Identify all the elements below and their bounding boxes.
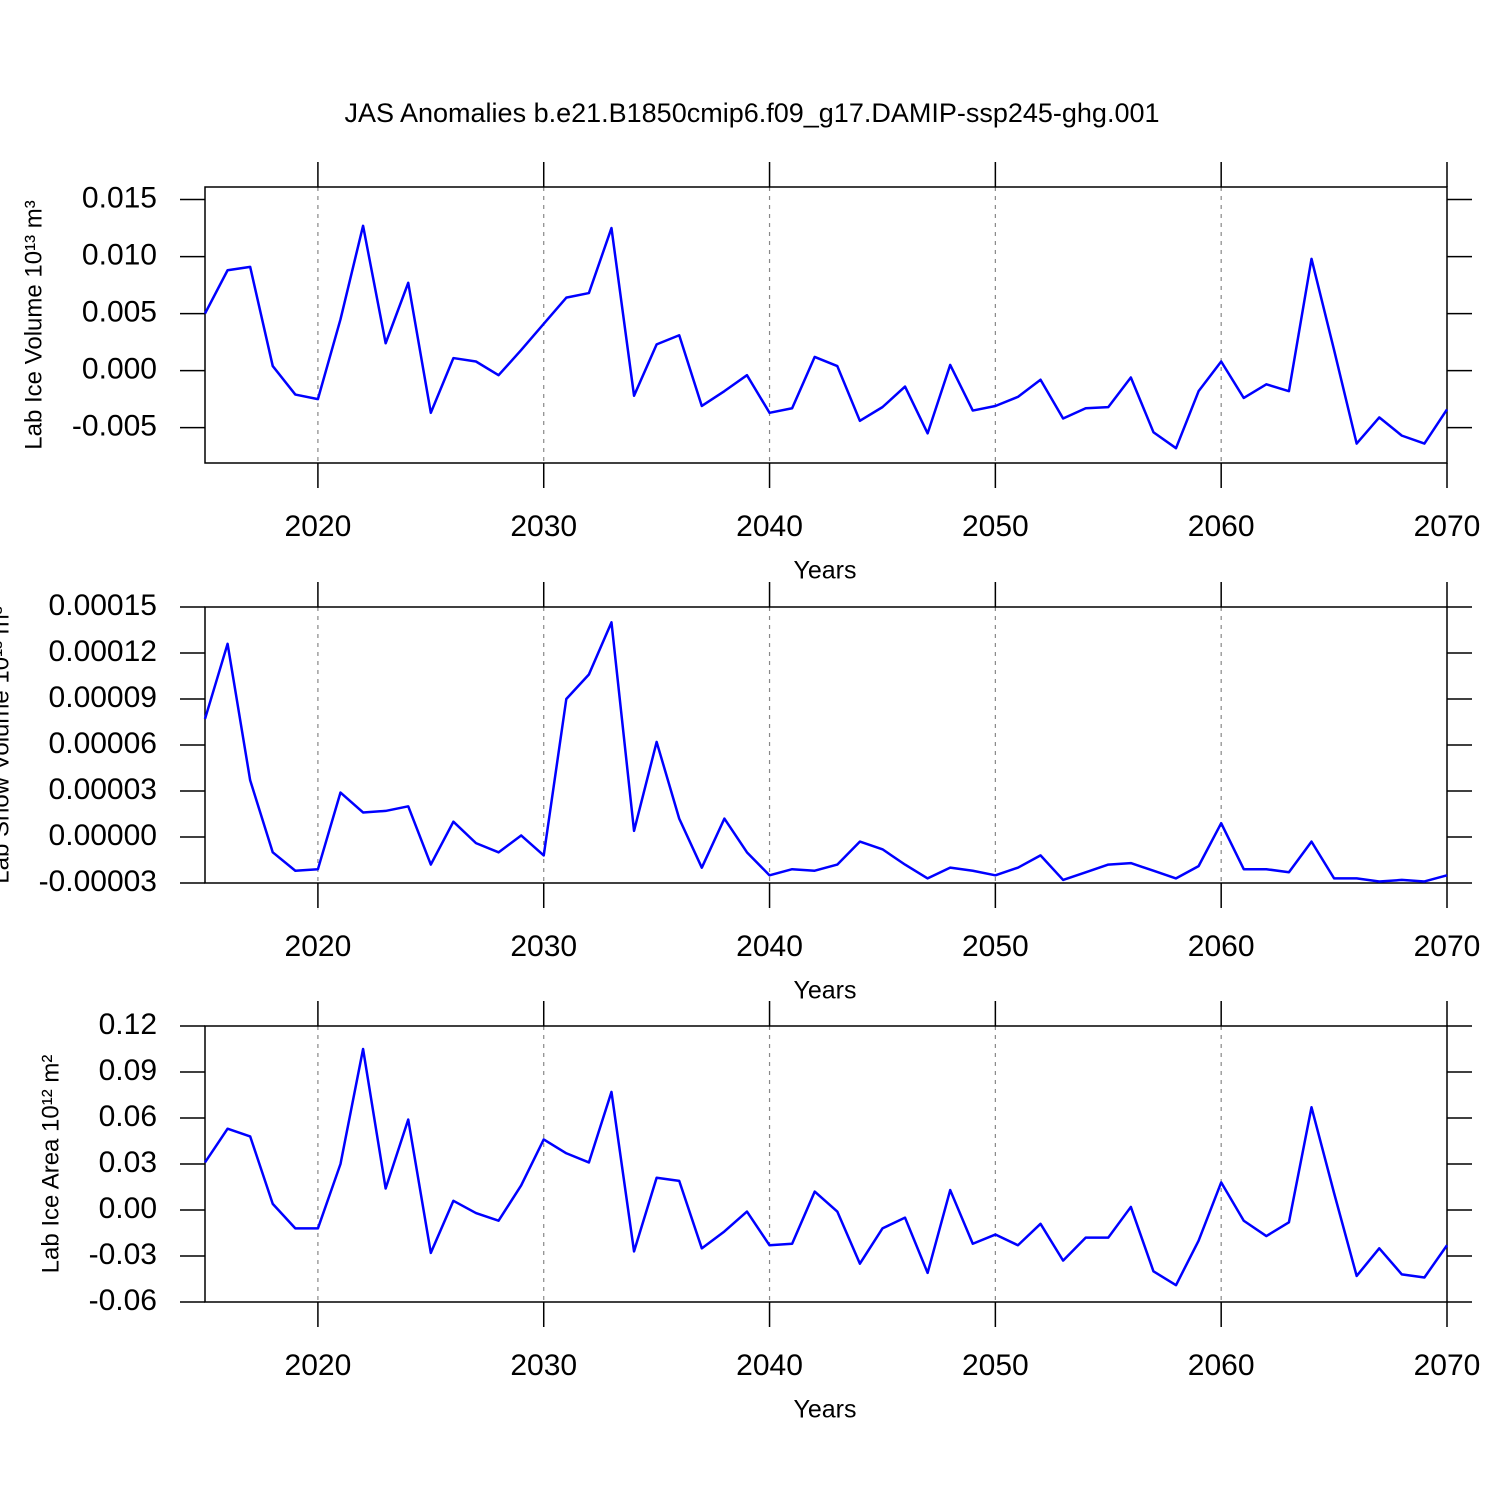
y-tick-label: 0.00000 (49, 819, 157, 852)
x-tick-label: 2050 (962, 510, 1029, 543)
x-tick-label: 2040 (736, 1349, 803, 1382)
x-tick-label: 2030 (510, 510, 577, 543)
y-axis-label: Lab Snow Volume 10¹³ m³ (0, 606, 14, 883)
plot-frame (204, 186, 1448, 464)
x-tick-label: 2060 (1188, 930, 1255, 963)
x-tick-label: 2070 (1414, 510, 1481, 543)
y-tick-label: 0.00009 (49, 681, 157, 714)
y-tick-label: 0.12 (99, 1008, 157, 1041)
y-tick-label: 0.00012 (49, 635, 157, 668)
y-tick-label: 0.09 (99, 1054, 157, 1087)
plot-frame (204, 606, 1448, 884)
x-tick-label: 2020 (285, 510, 352, 543)
x-tick-label: 2070 (1414, 1349, 1481, 1382)
x-axis-label: Years (793, 557, 856, 585)
y-axis-label: Lab Ice Volume 10¹³ m³ (20, 200, 47, 449)
x-tick-label: 2030 (510, 930, 577, 963)
y-tick-label: 0.015 (82, 181, 157, 214)
data-line (203, 224, 1449, 450)
x-tick-label: 2040 (736, 510, 803, 543)
y-tick-label: -0.005 (72, 410, 157, 443)
y-tick-label: 0.06 (99, 1100, 157, 1133)
y-tick-label: -0.03 (89, 1238, 157, 1271)
chart-title: JAS Anomalies b.e21.B1850cmip6.f09_g17.D… (344, 98, 1159, 128)
x-tick-label: 2060 (1188, 1349, 1255, 1382)
y-tick-label: 0.005 (82, 296, 157, 329)
data-line (203, 621, 1448, 883)
y-tick-label: 0.03 (99, 1146, 157, 1179)
x-tick-label: 2020 (285, 1349, 352, 1382)
y-tick-label: 0.000 (82, 353, 157, 386)
x-axis-label: Years (793, 977, 856, 1005)
y-tick-label: 0.00015 (49, 589, 157, 622)
y-tick-label: 0.00006 (49, 727, 157, 760)
plot-frame (204, 1025, 1448, 1303)
x-tick-label: 2040 (736, 930, 803, 963)
x-tick-label: 2050 (962, 930, 1029, 963)
data-line (203, 1047, 1449, 1287)
x-tick-label: 2070 (1414, 930, 1481, 963)
y-axis-label: Lab Ice Area 10¹² m² (37, 1055, 64, 1274)
y-tick-label: 0.010 (82, 238, 157, 271)
x-tick-label: 2050 (962, 1349, 1029, 1382)
y-tick-label: -0.06 (89, 1284, 157, 1317)
x-tick-label: 2060 (1188, 510, 1255, 543)
x-tick-label: 2030 (510, 1349, 577, 1382)
y-tick-label: -0.00003 (39, 865, 157, 898)
x-tick-label: 2020 (285, 930, 352, 963)
x-axis-label: Years (793, 1396, 856, 1424)
y-tick-label: 0.00 (99, 1192, 157, 1225)
y-tick-label: 0.00003 (49, 773, 157, 806)
